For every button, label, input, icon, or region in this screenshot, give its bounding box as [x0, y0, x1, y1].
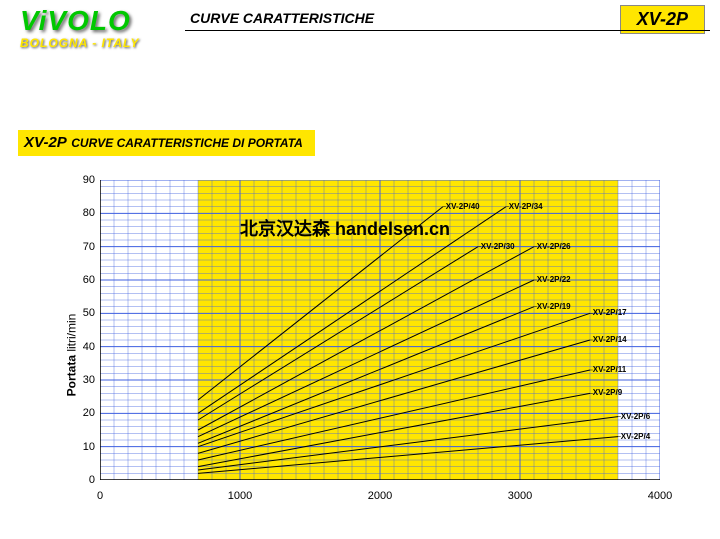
y-tick-label: 10 — [75, 441, 95, 453]
header-rule — [185, 30, 710, 31]
y-tick-label: 80 — [75, 207, 95, 219]
x-tick-label: 2000 — [360, 490, 400, 502]
series-label: XV-2P/40 — [446, 202, 480, 211]
series-label: XV-2P/17 — [593, 308, 627, 317]
series-label: XV-2P/9 — [593, 388, 622, 397]
y-tick-label: 90 — [75, 174, 95, 186]
y-tick-label: 60 — [75, 274, 95, 286]
brand-location: BOLOGNA - ITALY — [20, 36, 139, 50]
section-title: XV-2P CURVE CARATTERISTICHE DI PORTATA — [18, 130, 315, 156]
x-tick-label: 3000 — [500, 490, 540, 502]
series-label: XV-2P/34 — [509, 202, 543, 211]
series-label: XV-2P/19 — [537, 302, 571, 311]
series-label: XV-2P/11 — [593, 365, 626, 374]
x-tick-label: 4000 — [640, 490, 680, 502]
plot-area — [100, 180, 660, 480]
brand-logo: ViVOLO — [20, 5, 131, 37]
y-tick-label: 0 — [75, 474, 95, 486]
header-title: CURVE CARATTERISTICHE — [190, 10, 374, 26]
x-tick-label: 0 — [80, 490, 120, 502]
series-label: XV-2P/6 — [621, 412, 650, 421]
series-label: XV-2P/22 — [537, 275, 571, 284]
x-tick-label: 1000 — [220, 490, 260, 502]
y-tick-label: 50 — [75, 307, 95, 319]
chart: Portata litri/min XV-2P/4XV-2P/6XV-2P/9X… — [20, 180, 700, 530]
series-label: XV-2P/30 — [481, 242, 515, 251]
y-tick-label: 40 — [75, 341, 95, 353]
section-code: XV-2P — [24, 134, 67, 151]
series-label: XV-2P/4 — [621, 432, 650, 441]
series-label: XV-2P/14 — [593, 335, 627, 344]
y-tick-label: 20 — [75, 407, 95, 419]
section-text: CURVE CARATTERISTICHE DI PORTATA — [71, 136, 303, 150]
y-tick-label: 30 — [75, 374, 95, 386]
header: ViVOLO BOLOGNA - ITALY CURVE CARATTERIST… — [0, 0, 720, 60]
plot-svg — [100, 180, 660, 480]
y-tick-label: 70 — [75, 241, 95, 253]
series-label: XV-2P/26 — [537, 242, 571, 251]
